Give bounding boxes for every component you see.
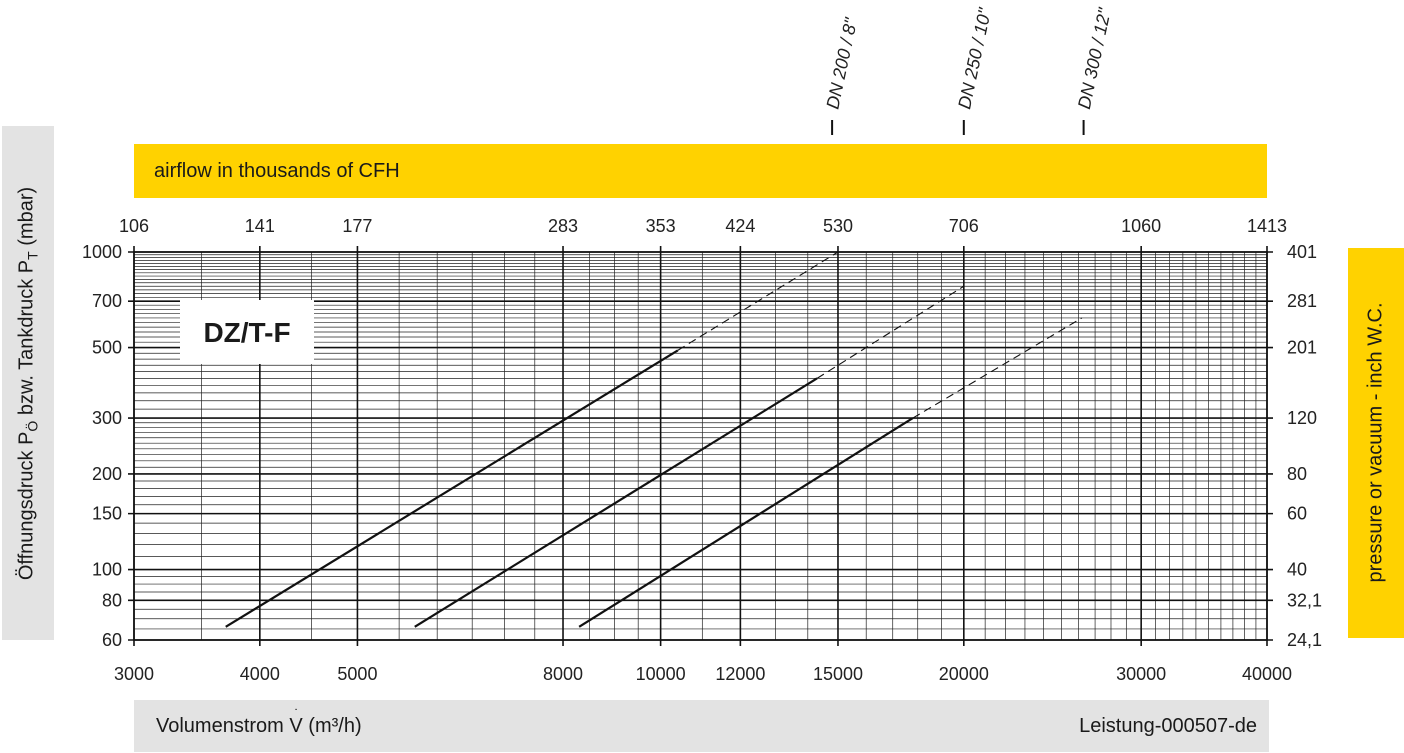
x2-tick-label: 424: [725, 216, 755, 236]
x2-tick-label: 353: [646, 216, 676, 236]
x2-tick-label: 1413: [1247, 216, 1287, 236]
series-line: [578, 417, 914, 628]
footer-id: Leistung-000507-de: [1079, 715, 1257, 737]
y-tick-label: 300: [92, 408, 122, 428]
x2-tick-label: 706: [949, 216, 979, 236]
x-tick-label: 3000: [114, 664, 154, 684]
y2-tick-label: 40: [1287, 560, 1307, 580]
plot-frame: [133, 251, 1268, 641]
x-tick-label: 20000: [939, 664, 989, 684]
x-tick-label: 5000: [337, 664, 377, 684]
x2-tick-label: 283: [548, 216, 578, 236]
series-line: [225, 349, 679, 628]
vdot-glyph: ˙: [294, 706, 300, 722]
secondary-x-axis-label: airflow in thousands of CFH: [154, 160, 400, 182]
x2-tick-label: 106: [119, 216, 149, 236]
x2-tick-label: 1060: [1121, 216, 1161, 236]
x-tick-label: 8000: [543, 664, 583, 684]
y-tick-label: 700: [92, 291, 122, 311]
y-tick-label: 150: [92, 504, 122, 524]
series-label: DN 200 / 8": [822, 15, 861, 111]
y2-tick-label: 32,1: [1287, 590, 1322, 610]
y-tick-label: 200: [92, 464, 122, 484]
series-line-dashed: [816, 285, 965, 379]
y2-tick-label: 401: [1287, 242, 1317, 262]
x-tick-label: 30000: [1116, 664, 1166, 684]
series-label: DN 250 / 10": [954, 5, 995, 111]
x-tick-label: 4000: [240, 664, 280, 684]
y2-tick-label: 60: [1287, 504, 1307, 524]
series-line-dashed: [912, 317, 1083, 419]
series-line: [414, 377, 818, 628]
secondary-y-axis-band: pressure or vacuum - inch W.C.: [1348, 248, 1404, 638]
series-line-dashed: [677, 251, 839, 351]
x-axis-label-part2: (m³/h): [302, 715, 362, 737]
x2-tick-label: 530: [823, 216, 853, 236]
x-axis-band: Volumenstrom V ˙ (m³/h) Leistung-000507-d…: [134, 700, 1269, 752]
x-axis-label: Volumenstrom V ˙ (m³/h): [156, 706, 362, 738]
chart-title-box: [180, 300, 314, 364]
y-axis-band: Öffnungsdruck PÖ bzw. Tankdruck PT (mbar…: [2, 126, 54, 640]
y-tick-label: 100: [92, 560, 122, 580]
y-tick-label: 500: [92, 338, 122, 358]
x-tick-label: 12000: [715, 664, 765, 684]
y2-tick-label: 201: [1287, 338, 1317, 358]
chart-title: DZ/T-F: [203, 317, 290, 348]
x-tick-label: 15000: [813, 664, 863, 684]
y-tick-label: 60: [102, 630, 122, 650]
x-axis-label-vdot: V ˙: [289, 706, 303, 738]
y2-tick-label: 281: [1287, 291, 1317, 311]
y-tick-label: 1000: [82, 242, 122, 262]
x-tick-label: 40000: [1242, 664, 1292, 684]
x-axis-label-part1: Volumenstrom: [156, 715, 290, 737]
x-tick-label: 10000: [636, 664, 686, 684]
x2-tick-label: 141: [245, 216, 275, 236]
y2-tick-label: 24,1: [1287, 630, 1322, 650]
y2-tick-label: 120: [1287, 408, 1317, 428]
series-label: DN 300 / 12": [1074, 5, 1115, 111]
secondary-x-axis-band: airflow in thousands of CFH: [134, 144, 1267, 198]
y-tick-label: 80: [102, 590, 122, 610]
y2-tick-label: 80: [1287, 464, 1307, 484]
x2-tick-label: 177: [342, 216, 372, 236]
x-axis-label-v: V: [289, 715, 303, 737]
